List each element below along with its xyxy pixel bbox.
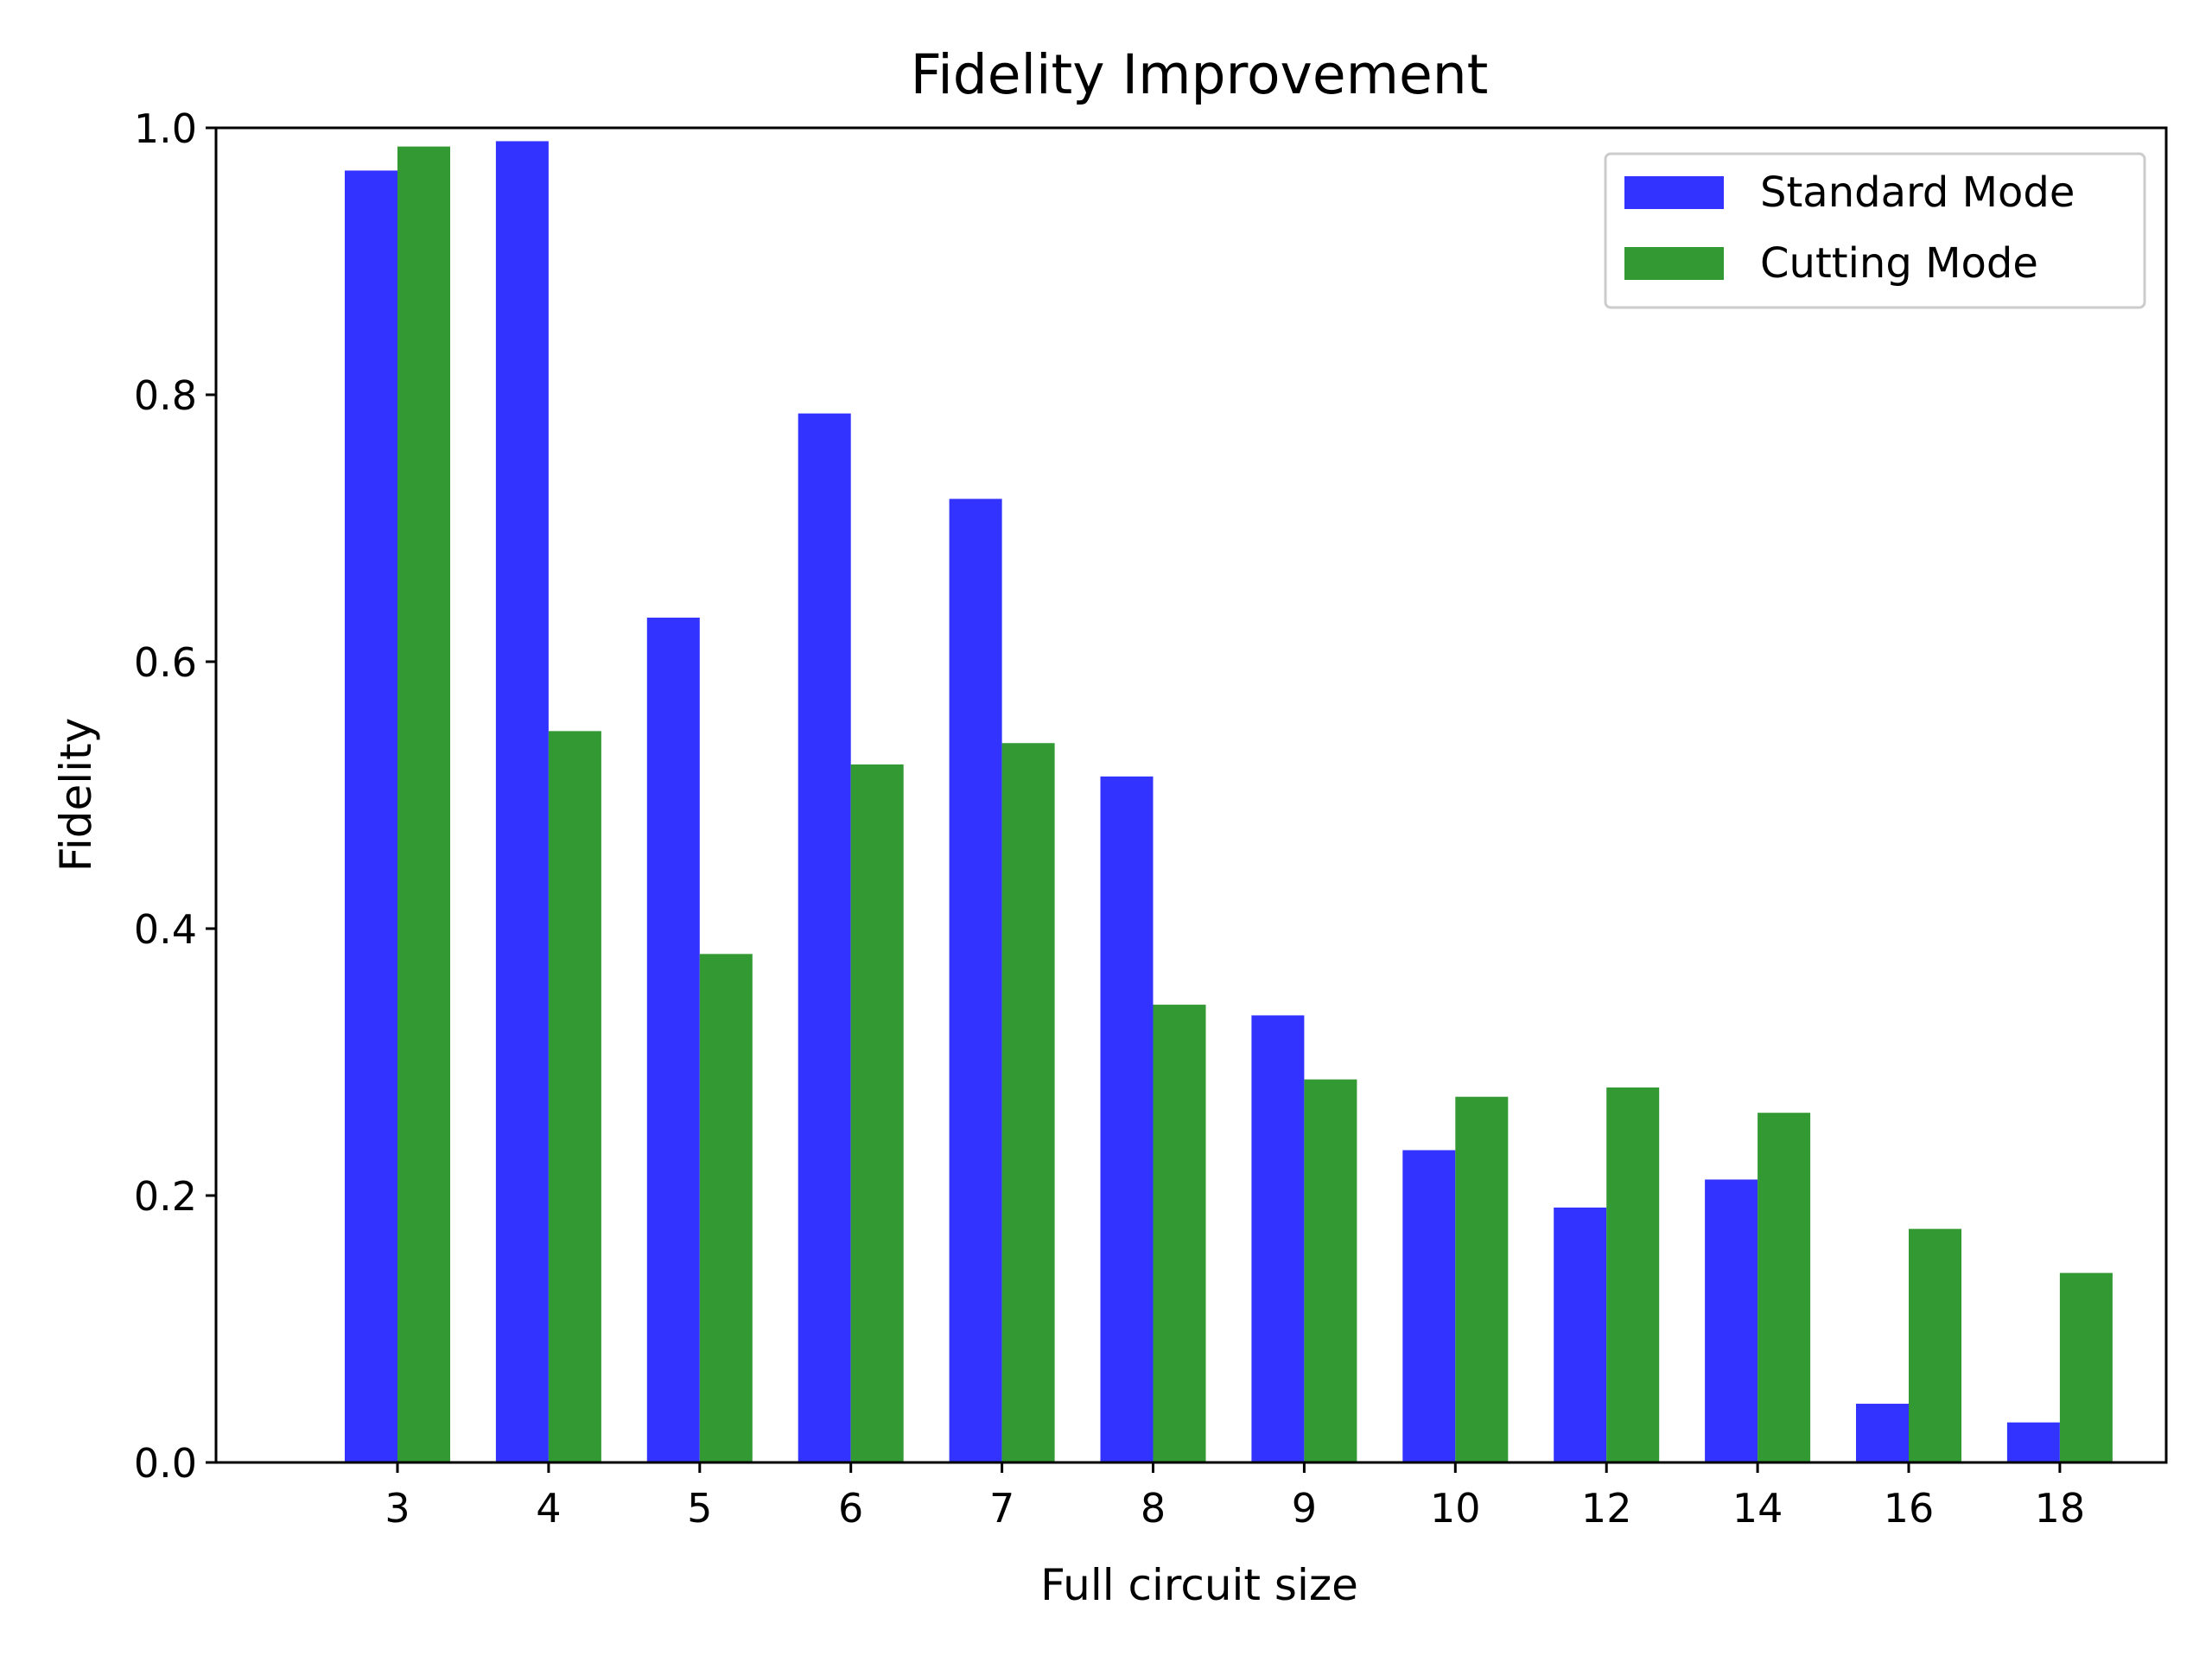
bar-cutting-8 — [1153, 1005, 1206, 1462]
x-tick-label: 12 — [1581, 1485, 1632, 1532]
x-tick-label: 9 — [1292, 1485, 1317, 1532]
bar-cutting-16 — [1909, 1228, 1961, 1462]
bars-group — [345, 141, 2113, 1463]
bar-cutting-18 — [2059, 1272, 2113, 1462]
legend-swatch-cutting — [1624, 247, 1724, 280]
bar-cutting-5 — [699, 954, 753, 1462]
bar-standard-8 — [1100, 776, 1154, 1462]
bar-standard-5 — [646, 618, 700, 1462]
x-tick-label: 14 — [1732, 1485, 1783, 1532]
legend-label-standard: Standard Mode — [1760, 168, 2075, 217]
bar-cutting-6 — [850, 764, 904, 1462]
x-tick-label: 5 — [687, 1485, 712, 1532]
y-axis-label: Fidelity — [51, 718, 101, 872]
y-tick-label: 0.2 — [134, 1173, 197, 1220]
x-axis: 3 4 5 6 7 8 9 10 12 14 16 18 — [385, 1462, 2085, 1532]
bar-cutting-10 — [1455, 1096, 1509, 1462]
x-tick-label: 10 — [1430, 1485, 1481, 1532]
bar-standard-6 — [798, 413, 851, 1462]
bar-standard-10 — [1402, 1150, 1456, 1462]
bar-cutting-14 — [1758, 1113, 1811, 1462]
legend-frame — [1604, 152, 2146, 309]
legend-swatch-standard — [1624, 176, 1724, 209]
bar-standard-3 — [345, 170, 397, 1463]
bar-standard-14 — [1705, 1179, 1758, 1462]
chart-title: Fidelity Improvement — [911, 43, 1489, 106]
x-tick-label: 3 — [385, 1485, 410, 1532]
bar-standard-12 — [1554, 1207, 1607, 1462]
x-tick-label: 18 — [2035, 1485, 2086, 1532]
bar-standard-4 — [495, 141, 549, 1463]
legend: Standard Mode Cutting Mode — [1604, 152, 2146, 309]
legend-label-cutting: Cutting Mode — [1760, 239, 2038, 288]
x-tick-label: 6 — [838, 1485, 863, 1532]
y-tick-label: 1.0 — [134, 105, 197, 152]
bar-cutting-7 — [1001, 743, 1055, 1462]
bar-standard-16 — [1856, 1404, 1909, 1462]
bar-standard-7 — [949, 498, 1002, 1462]
plot-area-frame — [214, 126, 2168, 1464]
y-tick-label: 0.8 — [134, 372, 197, 419]
y-tick-label: 0.4 — [134, 906, 197, 953]
bar-cutting-3 — [397, 146, 450, 1462]
bar-standard-18 — [2006, 1422, 2060, 1462]
y-tick-label: 0.6 — [134, 639, 197, 686]
x-tick-label: 7 — [989, 1485, 1014, 1532]
bar-cutting-9 — [1304, 1079, 1357, 1462]
bar-standard-9 — [1251, 1015, 1305, 1462]
y-axis: 0.0 0.2 0.4 0.6 0.8 1.0 — [134, 105, 216, 1487]
x-tick-label: 16 — [1884, 1485, 1935, 1532]
bar-cutting-12 — [1606, 1087, 1660, 1462]
bar-cutting-4 — [548, 731, 601, 1462]
y-tick-label: 0.0 — [134, 1440, 197, 1487]
x-axis-label: Full circuit size — [1040, 1560, 1358, 1610]
x-tick-label: 8 — [1141, 1485, 1166, 1532]
x-tick-label: 4 — [536, 1485, 561, 1532]
